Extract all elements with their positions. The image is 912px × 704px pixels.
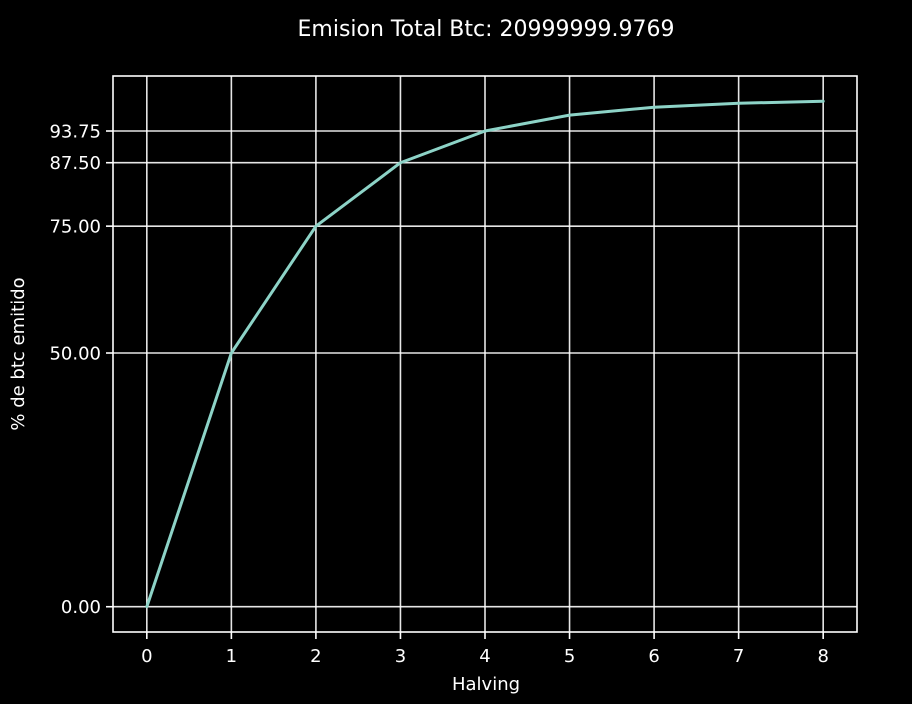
plot-area: 0 1 2 3 4 5 6 7 8 0.00 50.00 75.00 87.50 93.75 — [49, 75, 858, 667]
series-line — [145, 99, 825, 609]
y-axis-label: % de btc emitido — [8, 277, 29, 430]
x-tick-label: 7 — [733, 646, 744, 667]
x-tick-label: 6 — [648, 646, 659, 667]
y-tick-label: 50.00 — [49, 344, 101, 365]
x-axis-label: Halving — [452, 674, 520, 695]
y-tick-label: 0.00 — [61, 597, 101, 618]
x-tick-label: 3 — [395, 646, 406, 667]
chart-title: Emision Total Btc: 20999999.9769 — [298, 17, 675, 42]
x-tick-label: 2 — [310, 646, 321, 667]
x-tick-label: 1 — [226, 646, 237, 667]
y-tick-label: 87.50 — [49, 153, 101, 174]
x-tick-label: 8 — [817, 646, 828, 667]
y-tick-label: 93.75 — [49, 122, 101, 143]
x-tick-label: 5 — [564, 646, 575, 667]
y-tick-label: 75.00 — [49, 217, 101, 238]
x-tick-label: 0 — [141, 646, 152, 667]
x-tick-label: 4 — [479, 646, 490, 667]
